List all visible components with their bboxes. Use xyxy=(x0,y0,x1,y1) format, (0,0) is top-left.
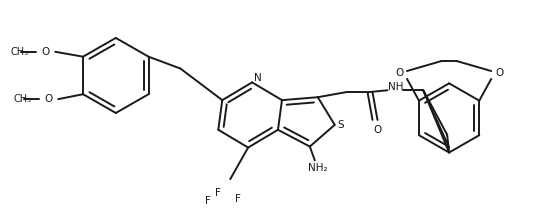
Text: NH₂: NH₂ xyxy=(308,163,328,173)
Text: CH₃: CH₃ xyxy=(10,47,29,57)
Text: N: N xyxy=(254,73,262,83)
Text: O: O xyxy=(44,94,52,104)
Text: CH₃: CH₃ xyxy=(13,94,31,104)
Text: NH: NH xyxy=(388,82,403,92)
Text: F: F xyxy=(206,196,211,206)
Text: F: F xyxy=(215,188,222,198)
Text: S: S xyxy=(337,120,344,130)
Text: O: O xyxy=(374,125,382,135)
Text: O: O xyxy=(41,47,50,57)
Text: F: F xyxy=(235,194,241,204)
Text: O: O xyxy=(395,68,403,78)
Text: O: O xyxy=(495,68,503,78)
